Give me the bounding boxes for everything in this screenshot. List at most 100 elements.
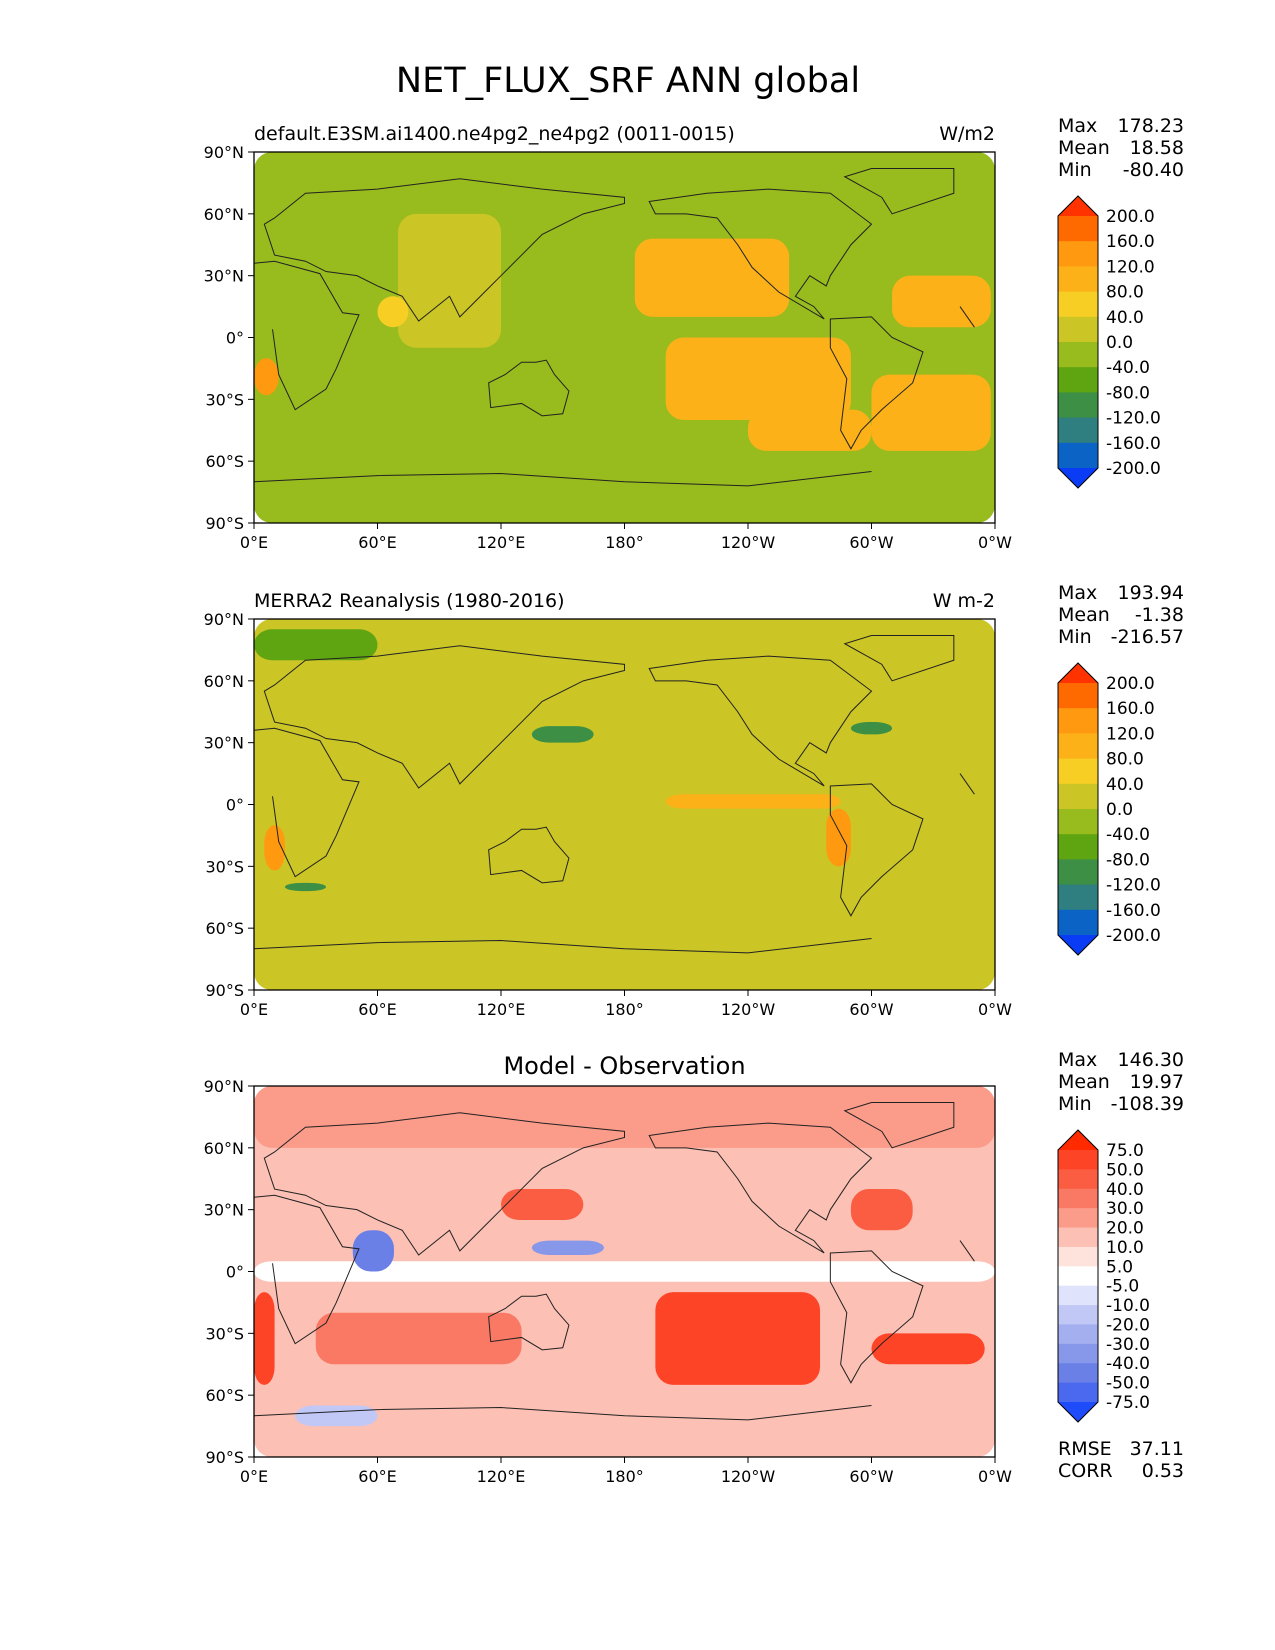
stat-label: Mean (1058, 604, 1110, 626)
stat-label: Min (1058, 159, 1092, 181)
field-region (295, 1405, 378, 1427)
lon-tick-label: 120°E (477, 1000, 526, 1019)
coastline (843, 1101, 955, 1149)
stat-value: -216.57 (1111, 626, 1184, 648)
colorbar-swatch (1058, 1150, 1098, 1170)
panel-units: W m-2 (933, 590, 995, 612)
colorbar-outline (1057, 195, 1099, 489)
field-region (871, 1333, 985, 1365)
field-region (254, 1292, 275, 1385)
colorbar-label: 160.0 (1106, 232, 1155, 252)
coastline (488, 826, 570, 884)
coastline (488, 1293, 570, 1351)
colorbar-label: 200.0 (1106, 207, 1155, 227)
panel-units: W/m2 (939, 123, 995, 145)
lon-tick-label: 120°W (721, 1467, 776, 1486)
colorbar-outline (1057, 662, 1099, 956)
coastline (843, 167, 955, 215)
bottom-stat-label: RMSE (1058, 1438, 1112, 1460)
lon-tick-label: 60°W (849, 533, 893, 552)
field-region (665, 794, 841, 809)
colorbar-extend-top (1058, 1130, 1098, 1150)
colorbar-swatch (1058, 216, 1098, 242)
colorbar-swatch (1058, 367, 1098, 393)
colorbar-swatch (1058, 442, 1098, 469)
lat-tick-label: 60°S (205, 452, 244, 471)
lon-tick-label: 60°E (358, 1467, 396, 1486)
field-region (254, 152, 995, 523)
field-region (871, 374, 991, 451)
colorbar-label: -160.0 (1106, 901, 1161, 921)
coastline (263, 178, 625, 322)
stat-value: 193.94 (1118, 582, 1184, 604)
field-region (377, 296, 409, 328)
field-region (531, 726, 594, 743)
colorbar-swatch (1058, 266, 1098, 293)
field-region (892, 275, 991, 328)
field-region (254, 619, 995, 990)
colorbar-swatch (1058, 1305, 1098, 1325)
colorbar-swatch (1058, 1208, 1098, 1229)
colorbar-swatch (1058, 909, 1098, 936)
colorbar-label: 80.0 (1106, 750, 1144, 770)
colorbar-label: -120.0 (1106, 876, 1161, 896)
colorbar-label: 120.0 (1106, 257, 1155, 277)
field-region (655, 1292, 821, 1385)
lat-tick-label: 0° (226, 1263, 244, 1282)
colorbar-swatch (1058, 291, 1098, 318)
lat-tick-label: 30°S (205, 1324, 244, 1343)
lat-tick-label: 90°N (204, 143, 244, 162)
colorbar-swatch (1058, 417, 1098, 444)
panel-observation: MERRA2 Reanalysis (1980-2016) W m-2 90°N 60… (204, 582, 1184, 1019)
lon-tick-label: 120°E (477, 533, 526, 552)
field-region (501, 1189, 584, 1220)
lon-tick-label: 180° (605, 533, 644, 552)
lat-tick-label: 60°N (204, 1139, 244, 1158)
colorbar-swatch (1058, 392, 1098, 419)
lon-tick-label: 0°E (240, 533, 268, 552)
lon-tick-label: 0°W (978, 1467, 1012, 1486)
map-field (254, 619, 995, 990)
stat-value: 178.23 (1118, 115, 1184, 137)
colorbar-extend-bottom (1058, 935, 1098, 955)
colorbar-extend-bottom (1058, 1402, 1098, 1422)
lon-tick-label: 180° (605, 1000, 644, 1019)
field-region (305, 316, 347, 379)
colorbar-label: -120.0 (1106, 409, 1161, 429)
colorbar-label: -30.0 (1106, 1335, 1150, 1355)
colorbar-swatch (1058, 342, 1098, 368)
lon-tick-label: 120°W (721, 1000, 776, 1019)
lat-tick-label: 30°N (204, 1201, 244, 1220)
colorbar-swatch (1058, 1266, 1098, 1287)
lat-tick-label: 30°N (204, 267, 244, 286)
colorbar-label: -80.0 (1106, 850, 1150, 870)
colorbar-label: -50.0 (1106, 1374, 1150, 1394)
coastline (648, 188, 873, 320)
colorbar-swatch (1058, 1363, 1098, 1384)
colorbar-swatch (1058, 1343, 1098, 1364)
panel-left-title: default.E3SM.ai1400.ne4pg2_ne4pg2 (0011-… (254, 123, 735, 145)
colorbar-label: 200.0 (1106, 674, 1155, 694)
colorbar-label: 40.0 (1106, 775, 1144, 795)
panel-difference: Model - Observation 90°N 60°N 30°N 0° 30°S 60°… (204, 1049, 1184, 1486)
colorbar-label: -200.0 (1106, 926, 1161, 946)
colorbar-label: 40.0 (1106, 308, 1144, 328)
lat-tick-label: 60°S (205, 1386, 244, 1405)
field-region (826, 808, 851, 867)
colorbar-label: 40.0 (1106, 1180, 1144, 1200)
lat-tick-label: 60°S (205, 919, 244, 938)
colorbar-swatch (1058, 809, 1098, 835)
stat-value: 146.30 (1118, 1049, 1184, 1071)
lat-tick-label: 0° (226, 796, 244, 815)
stat-label: Mean (1058, 1071, 1110, 1093)
stat-label: Mean (1058, 137, 1110, 159)
bottom-stat-value: 0.53 (1142, 1460, 1184, 1482)
stat-label: Min (1058, 626, 1092, 648)
stat-value: -108.39 (1111, 1093, 1184, 1115)
colorbar-extend-top (1058, 663, 1098, 683)
stat-value: -1.38 (1135, 604, 1184, 626)
colorbar-swatch (1058, 758, 1098, 785)
colorbar-label: -75.0 (1106, 1393, 1150, 1413)
colorbar-label: 160.0 (1106, 699, 1155, 719)
